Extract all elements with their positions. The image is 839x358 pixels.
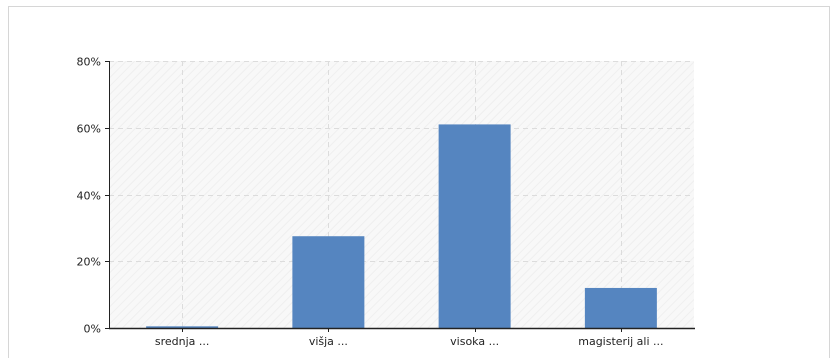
y-tick-label: 20% bbox=[77, 256, 101, 269]
y-tick-label: 80% bbox=[77, 56, 101, 69]
y-tick-labels: 0% 20% 40% 60% 80% bbox=[77, 56, 101, 336]
x-tick-label: višja ... bbox=[309, 335, 348, 348]
bar[interactable] bbox=[584, 287, 657, 328]
axes bbox=[105, 61, 695, 332]
bar[interactable] bbox=[292, 236, 365, 328]
bar[interactable] bbox=[146, 326, 219, 328]
x-tick-labels: srednja ... višja ... visoka ... magisterij… bbox=[155, 335, 664, 348]
y-tick-label: 40% bbox=[77, 190, 101, 203]
y-tick-label: 0% bbox=[84, 323, 101, 336]
grid-lines bbox=[109, 61, 694, 328]
bar[interactable] bbox=[438, 124, 511, 328]
x-tick-label: magisterij ali ... bbox=[578, 335, 663, 348]
plot-area bbox=[109, 61, 694, 328]
x-tick-label: srednja ... bbox=[155, 335, 210, 348]
y-tick-label: 60% bbox=[77, 123, 101, 136]
x-tick-label: visoka ... bbox=[450, 335, 499, 348]
bars bbox=[146, 124, 657, 328]
